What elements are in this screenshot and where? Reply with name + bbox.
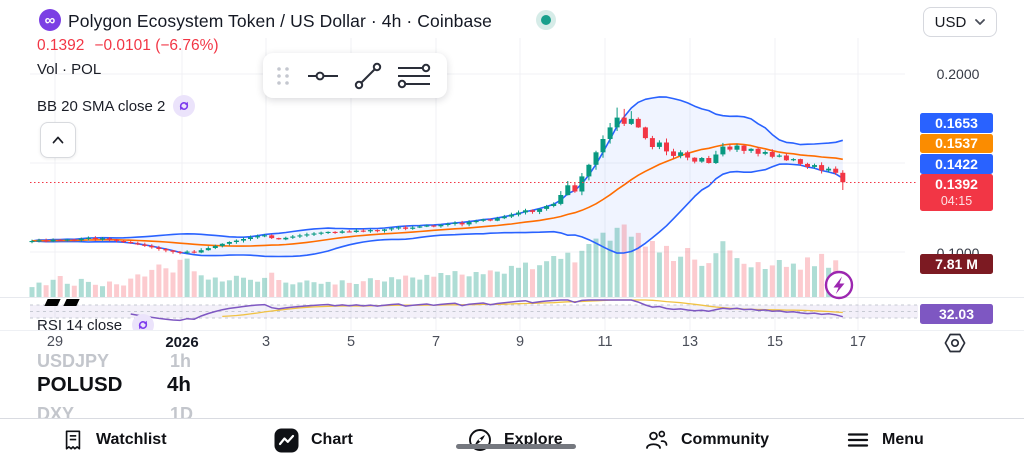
- time-axis-label: 11: [597, 334, 613, 350]
- chart-settings-gear-icon[interactable]: [942, 331, 968, 355]
- bb-basis-badge: 0.1537: [920, 133, 993, 153]
- bar-countdown: 04:15: [940, 193, 973, 208]
- price-chart-canvas[interactable]: [0, 0, 1024, 355]
- chart-tab-icon: [274, 428, 299, 452]
- volume-indicator-label[interactable]: Vol · POL: [37, 61, 102, 78]
- nav-label: Chart: [311, 431, 353, 448]
- nav-menu[interactable]: Menu: [846, 419, 924, 461]
- time-axis-label: 3: [261, 334, 271, 350]
- time-axis[interactable]: 29 2026 3 5 7 9 11 13 15 17: [0, 330, 1024, 355]
- trend-line-tool-icon[interactable]: [353, 62, 383, 90]
- currency-value: USD: [934, 13, 967, 31]
- bb-sync-icon[interactable]: [173, 95, 196, 117]
- volume-badge: 7.81 M: [920, 254, 993, 274]
- menu-hamburger-icon: [847, 433, 869, 447]
- price-row: 0.1392 −0.0101 (−6.76%): [37, 37, 219, 55]
- symbol-timeframe: 1h: [170, 351, 192, 371]
- nav-chart[interactable]: Chart: [274, 419, 353, 461]
- symbol-name: POLUSD: [37, 373, 123, 396]
- time-axis-label: 17: [849, 334, 867, 350]
- time-axis-label: 29: [46, 334, 64, 350]
- home-indicator[interactable]: [456, 444, 576, 449]
- last-price-badge-value: 0.1392: [935, 175, 978, 192]
- nav-label: Explore: [504, 431, 563, 448]
- watchlist-icon: [65, 430, 81, 450]
- symbol-name: USDJPY: [37, 351, 110, 371]
- last-price: 0.1392: [37, 37, 85, 54]
- nav-explore[interactable]: Explore: [468, 419, 563, 461]
- bb-upper-badge: 0.1653: [920, 113, 993, 133]
- polygon-token-logo-icon: ∞: [39, 9, 61, 31]
- symbol-timeframe: 4h: [167, 373, 191, 396]
- price-change: −0.0101 (−6.76%): [94, 37, 219, 54]
- nav-community[interactable]: Community: [644, 419, 769, 461]
- time-axis-label: 2026: [165, 334, 199, 351]
- sync-arrows-icon: [138, 320, 148, 330]
- bb-indicator-row: BB 20 SMA close 2: [37, 95, 196, 117]
- horizontal-line-tool-icon[interactable]: [306, 64, 340, 88]
- collapse-panel-button[interactable]: [40, 122, 76, 158]
- rsi-indicator-label[interactable]: RSI 14 close: [37, 316, 123, 334]
- bb-lower-badge: 0.1422: [920, 154, 993, 174]
- time-axis-label: 9: [515, 334, 525, 350]
- parallel-lines-tool-icon[interactable]: [396, 63, 432, 89]
- bb-indicator-label[interactable]: BB 20 SMA close 2: [37, 97, 166, 115]
- chevron-down-icon: [975, 18, 986, 25]
- drag-handle-icon[interactable]: [273, 65, 293, 87]
- flash-boost-icon[interactable]: [824, 270, 854, 300]
- time-axis-label: 5: [346, 334, 356, 350]
- time-axis-label: 7: [431, 334, 441, 350]
- explore-compass-icon: [469, 429, 491, 451]
- community-people-icon: [646, 430, 668, 449]
- nav-label: Community: [681, 431, 769, 448]
- time-axis-label: 13: [681, 334, 699, 350]
- rsi-badge: 32.03: [920, 304, 993, 324]
- market-status-icon[interactable]: [536, 10, 556, 30]
- drawing-toolbar: [263, 53, 447, 98]
- chevron-up-icon: [52, 136, 64, 144]
- nav-label: Menu: [882, 431, 924, 448]
- sync-arrows-icon: [180, 101, 189, 111]
- symbol-title[interactable]: Polygon Ecosystem Token / US Dollar · 4h…: [68, 11, 492, 31]
- chart-toolbar: [0, 354, 1024, 418]
- currency-dropdown[interactable]: USD: [923, 7, 997, 37]
- last-price-badge: 0.1392 04:15: [920, 174, 993, 211]
- nav-watchlist[interactable]: Watchlist: [62, 419, 167, 461]
- price-axis-label-top: 0.2000: [936, 66, 980, 82]
- time-axis-label: 15: [766, 334, 784, 350]
- nav-label: Watchlist: [96, 431, 167, 448]
- bottom-navigation: Watchlist Chart Explore Commu: [0, 418, 1024, 461]
